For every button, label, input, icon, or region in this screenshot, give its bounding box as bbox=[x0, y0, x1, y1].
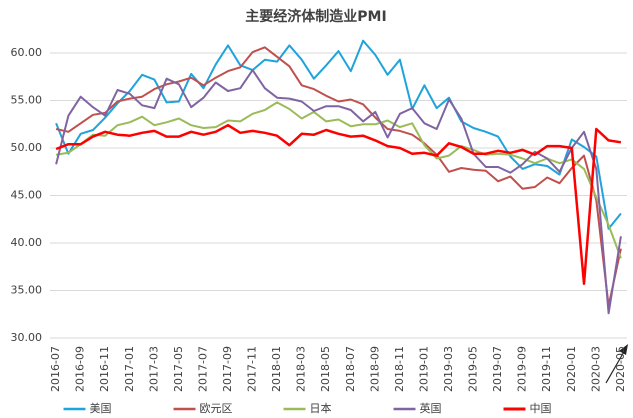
legend-label: 中国 bbox=[530, 402, 552, 415]
x-tick-label: 2017-11 bbox=[246, 346, 259, 392]
x-tick-label: 2017-01 bbox=[123, 346, 136, 392]
series-line bbox=[55, 69, 622, 315]
x-tick-label: 2016-11 bbox=[98, 346, 111, 392]
x-tick-label: 2017-03 bbox=[147, 346, 160, 392]
y-tick-label: 50.00 bbox=[11, 141, 43, 154]
y-tick-label: 30.00 bbox=[11, 331, 43, 344]
x-tick-label: 2017-07 bbox=[196, 346, 209, 392]
series-line bbox=[55, 101, 622, 259]
x-tick-label: 2018-05 bbox=[319, 346, 332, 392]
series-line bbox=[55, 46, 622, 307]
y-tick-label: 35.00 bbox=[11, 284, 43, 297]
x-tick-label: 2018-11 bbox=[393, 346, 406, 392]
y-tick-label: 60.00 bbox=[11, 46, 43, 59]
x-tick-label: 2016-09 bbox=[74, 346, 87, 392]
x-tick-label: 2017-05 bbox=[172, 346, 185, 392]
x-tick-label: 2020-05 bbox=[614, 346, 627, 392]
y-tick-label: 55.00 bbox=[11, 94, 43, 107]
x-tick-label: 2018-09 bbox=[368, 346, 381, 392]
legend-label: 日本 bbox=[310, 401, 332, 415]
chart-title: 主要经济体制造业PMI bbox=[245, 8, 386, 25]
legend-label: 欧元区 bbox=[200, 402, 233, 415]
x-tick-label: 2019-01 bbox=[417, 346, 430, 392]
x-tick-label: 2018-01 bbox=[270, 346, 283, 392]
series-line bbox=[55, 123, 622, 286]
series-line bbox=[55, 39, 622, 230]
x-tick-label: 2019-05 bbox=[467, 346, 480, 392]
x-tick-label: 2020-03 bbox=[589, 346, 602, 392]
x-tick-label: 2018-03 bbox=[295, 346, 308, 392]
annotation-arrow bbox=[605, 344, 628, 384]
x-tick-label: 2019-07 bbox=[491, 346, 504, 392]
legend-label: 英国 bbox=[420, 401, 442, 415]
y-tick-label: 45.00 bbox=[11, 189, 43, 202]
legend-label: 美国 bbox=[90, 402, 112, 415]
x-tick-label: 2020-01 bbox=[565, 346, 578, 392]
x-tick-label: 2017-09 bbox=[221, 346, 234, 392]
x-tick-label: 2019-11 bbox=[540, 346, 553, 392]
y-tick-label: 40.00 bbox=[11, 236, 43, 249]
x-tick-label: 2016-07 bbox=[49, 346, 62, 392]
x-tick-label: 2019-09 bbox=[516, 346, 529, 392]
x-tick-label: 2018-07 bbox=[344, 346, 357, 392]
x-tick-label: 2019-03 bbox=[442, 346, 455, 392]
